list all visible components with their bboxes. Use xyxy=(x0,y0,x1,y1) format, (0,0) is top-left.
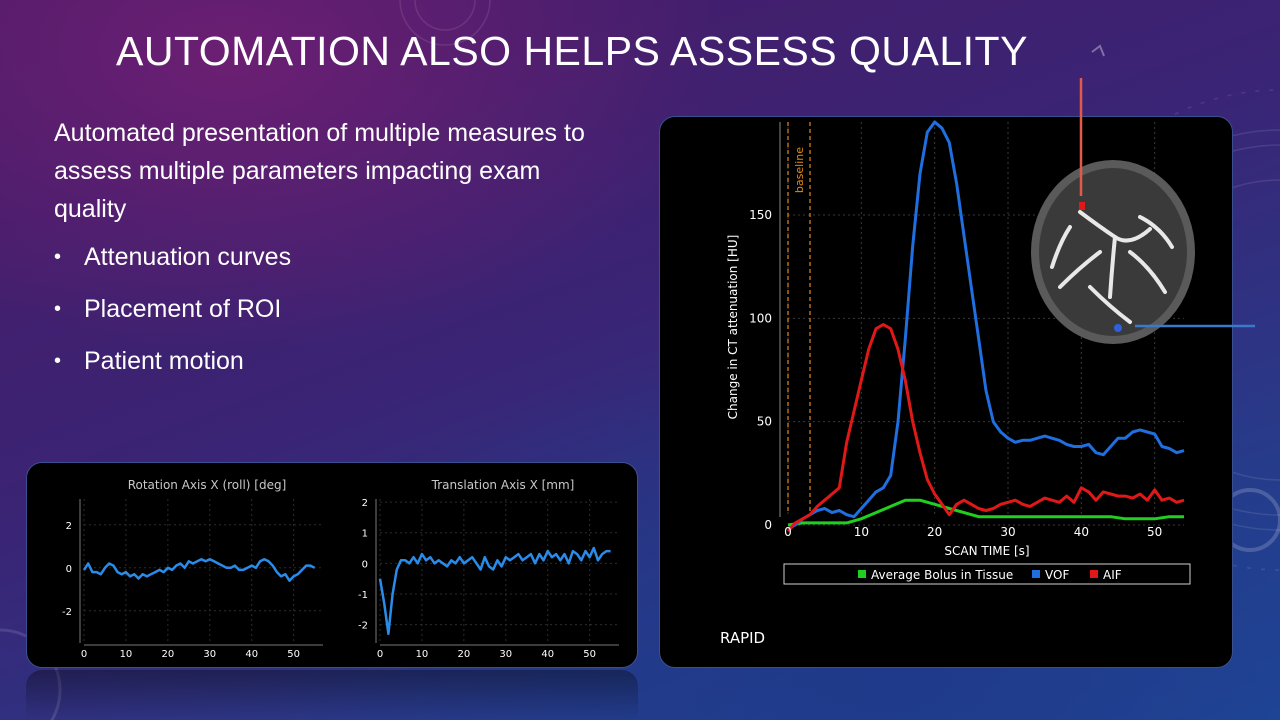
bullet-dot-icon: • xyxy=(54,350,62,372)
x-tick-label: 30 xyxy=(499,649,512,660)
vessel-shape xyxy=(1058,250,1102,289)
vof-roi-marker xyxy=(1114,324,1122,332)
panel-reflection xyxy=(26,670,638,720)
translation-chart: 0 10 20 30 40 50 -2 -1 0 1 2 xyxy=(358,498,619,660)
bullet-label: Placement of ROI xyxy=(84,295,282,323)
x-tick-label: 0 xyxy=(377,649,383,660)
y-tick-label: 2 xyxy=(362,498,368,509)
motion-series-line xyxy=(82,557,316,582)
bullet-list: • Attenuation curves • Placement of ROI • P… xyxy=(54,238,291,394)
bullet-item: • Attenuation curves xyxy=(54,238,291,290)
patient-motion-panel: 0 10 20 30 40 50 -2 0 2 0 10 20 30 40 50 -2 -1 0 1 2 Rotat… xyxy=(26,462,638,668)
baseline-annotation: baseline xyxy=(793,147,806,193)
motion-charts: 0 10 20 30 40 50 -2 0 2 0 10 20 30 40 50 -2 -1 0 1 2 Rotat… xyxy=(62,478,619,660)
brain-ct-thumbnail xyxy=(1031,160,1195,344)
legend-swatch xyxy=(1032,570,1040,578)
x-tick-label: 10 xyxy=(416,649,429,660)
vessel-shape xyxy=(1088,285,1132,324)
legend-swatch xyxy=(1090,570,1098,578)
motion-series-line xyxy=(378,546,611,636)
x-tick-label: 50 xyxy=(583,649,596,660)
series-line-average-bolus-in-tissue xyxy=(787,498,1184,527)
series-line-vof xyxy=(787,120,1185,531)
y-tick-label: -2 xyxy=(62,607,72,618)
y-tick-label: 0 xyxy=(764,518,772,532)
legend-swatch xyxy=(858,570,866,578)
x-tick-label: 20 xyxy=(457,649,470,660)
x-tick-label: 40 xyxy=(1074,525,1089,539)
y-tick-label: 50 xyxy=(757,415,772,429)
y-tick-label: 1 xyxy=(362,529,368,540)
bullet-item: • Placement of ROI xyxy=(54,290,291,342)
legend-label: AIF xyxy=(1103,568,1122,582)
attenuation-curve-panel: 0 10 20 30 40 50 0 50 100 150 Change in CT attenu… xyxy=(659,116,1233,668)
legend-box xyxy=(783,563,1191,585)
x-tick-label: 40 xyxy=(245,649,258,660)
x-tick-label: 20 xyxy=(927,525,942,539)
y-tick-label: 0 xyxy=(66,564,72,575)
y-axis-label: Change in CT attenuation [HU] xyxy=(726,235,740,420)
rotation-chart: 0 10 20 30 40 50 -2 0 2 xyxy=(62,499,323,660)
y-tick-label: -1 xyxy=(358,590,368,601)
bullet-label: Patient motion xyxy=(84,347,244,375)
y-tick-label: 100 xyxy=(749,311,772,325)
x-tick-label: 10 xyxy=(854,525,869,539)
x-tick-label: 0 xyxy=(784,525,792,539)
bullet-dot-icon: • xyxy=(54,246,62,268)
series-line-aif xyxy=(786,323,1185,533)
legend-label: VOF xyxy=(1045,568,1069,582)
aif-roi-marker xyxy=(1079,202,1085,210)
vessel-shape xyxy=(1138,215,1174,249)
attenuation-curve-chart: 0 10 20 30 40 50 0 50 100 150 Change in CT attenu… xyxy=(720,120,1195,647)
vessel-shape xyxy=(1108,235,1117,299)
x-tick-label: 0 xyxy=(81,649,87,660)
vessel-shape xyxy=(1050,225,1072,269)
x-tick-label: 50 xyxy=(1147,525,1162,539)
bullet-label: Attenuation curves xyxy=(84,243,292,271)
x-tick-label: 20 xyxy=(161,649,174,660)
rotation-chart-title: Rotation Axis X (roll) [deg] xyxy=(128,478,287,492)
vessel-shape xyxy=(1128,250,1167,294)
intro-text: Automated presentation of multiple measu… xyxy=(54,119,585,223)
translation-chart-title: Translation Axis X [mm] xyxy=(431,478,575,492)
legend-label: Average Bolus in Tissue xyxy=(871,568,1013,582)
slide-title: AUTOMATION ALSO HELPS ASSESS QUALITY xyxy=(116,28,1028,74)
x-tick-label: 10 xyxy=(120,649,133,660)
rapid-watermark: RAPID xyxy=(720,629,765,647)
chart-legend: Average Bolus in Tissue VOF AIF xyxy=(783,563,1191,585)
y-tick-label: 2 xyxy=(66,521,72,532)
y-tick-label: 150 xyxy=(749,208,772,222)
x-tick-label: 30 xyxy=(1000,525,1015,539)
x-tick-label: 50 xyxy=(287,649,300,660)
x-tick-label: 30 xyxy=(203,649,216,660)
x-axis-label: SCAN TIME [s] xyxy=(944,544,1029,558)
x-tick-label: 40 xyxy=(541,649,554,660)
y-tick-label: -2 xyxy=(358,621,368,632)
y-tick-label: 0 xyxy=(362,559,368,570)
bullet-dot-icon: • xyxy=(54,298,62,320)
bullet-item: • Patient motion xyxy=(54,342,291,394)
